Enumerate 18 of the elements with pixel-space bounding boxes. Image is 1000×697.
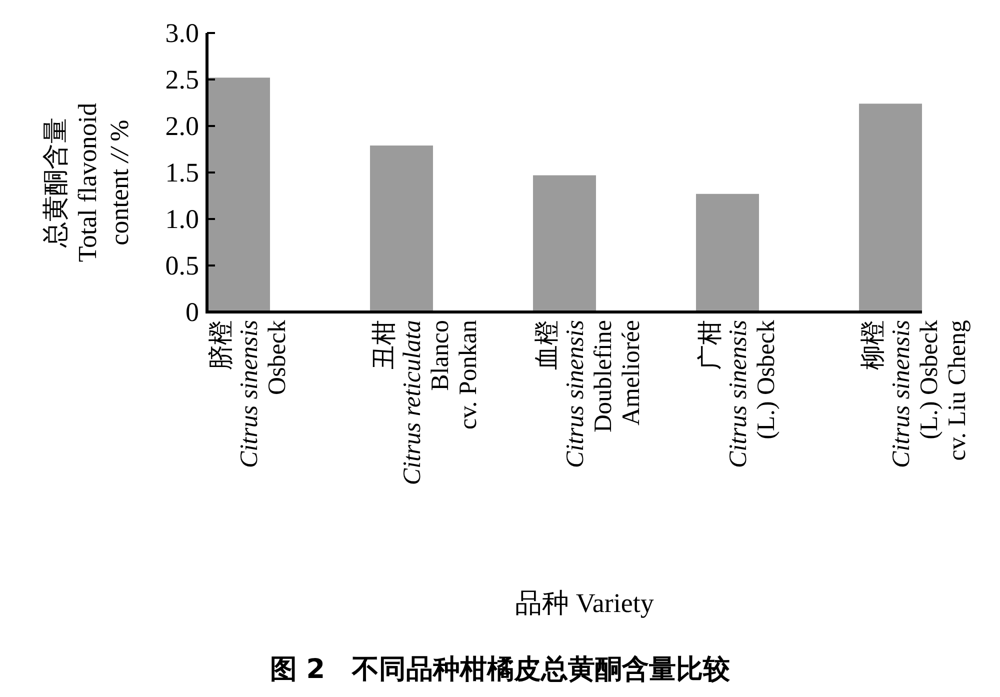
x-tick-label: 丑柑 Citrus reticulata Blanco cv. Ponkan [371,320,482,486]
bar [859,104,922,312]
x-tick-label: 脐橙 Citrus sinensis Osbeck [207,320,291,468]
y-tick-label: 1.0 [165,204,199,234]
y-tick-label: 2.0 [165,111,199,141]
y-tick-label: 0 [186,297,199,327]
x-tick-label: 广柑 Citrus sinensis (L.) Osbeck [696,320,780,468]
y-tick-label: 3.0 [165,18,199,48]
bar [533,175,596,312]
text: 图 2 不同品种柑橘皮总黄酮含量比较 [270,654,732,685]
y-tick-label: 0.5 [165,250,199,280]
x-axis-title: 品种 Variety [515,588,654,618]
bar [370,146,433,312]
y-tick-label: 2.5 [165,64,199,94]
y-tick-label: 1.5 [165,158,199,188]
bar [696,194,759,312]
x-tick-label: 柳橙 Citrus sinensis (L.) Osbeck cv. Liu Cheng [860,320,971,468]
bar [207,78,270,312]
